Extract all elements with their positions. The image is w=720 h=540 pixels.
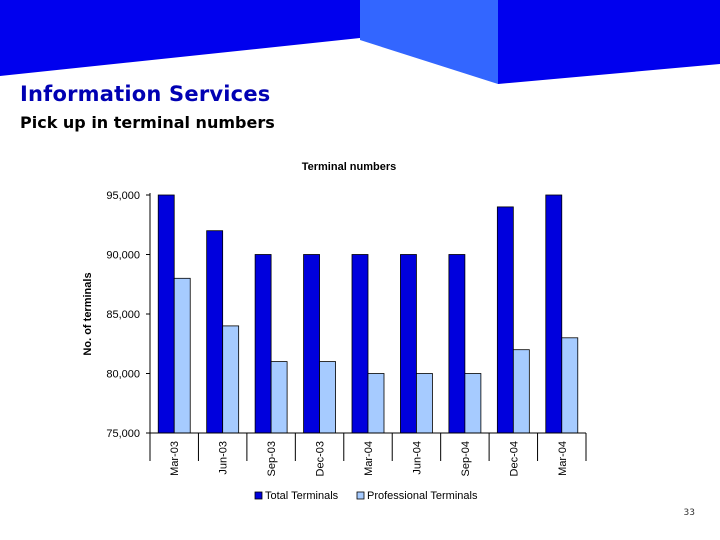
bar-total-terminals xyxy=(448,254,466,434)
bar-total-terminals xyxy=(254,254,272,434)
x-tick-label: Sep-04 xyxy=(460,441,472,476)
bar-professional-terminals xyxy=(319,361,336,434)
chart-legend: Total Terminals Professional Terminals xyxy=(254,490,478,502)
x-tick-label: Mar-04 xyxy=(557,441,569,476)
bar-total-terminals xyxy=(400,254,417,434)
bar-professional-terminals xyxy=(512,349,530,434)
y-tick-label: 80,000 xyxy=(106,369,140,381)
bar-total-terminals xyxy=(206,230,224,434)
legend-label-total-terminals: Total Terminals xyxy=(265,490,339,502)
x-tick-label: Jun-03 xyxy=(218,441,230,475)
bar-professional-terminals xyxy=(367,373,385,434)
header-banner xyxy=(0,0,720,84)
x-tick-label: Sep-03 xyxy=(266,441,278,476)
bar-professional-terminals xyxy=(222,325,240,434)
y-tick-label: 90,000 xyxy=(106,250,140,262)
y-axis: 75,000 80,000 85,000 90,000 95,000 xyxy=(106,190,151,440)
bar-total-terminals xyxy=(157,194,175,434)
bars xyxy=(157,194,579,434)
bar-total-terminals xyxy=(303,254,320,434)
bar-professional-terminals xyxy=(561,337,579,434)
page-number: 33 xyxy=(683,508,695,518)
bar-total-terminals xyxy=(545,194,563,434)
legend-swatch-professional-terminals xyxy=(356,491,365,500)
bar-professional-terminals xyxy=(416,373,433,434)
y-tick-label: 95,000 xyxy=(106,190,140,202)
bar-professional-terminals xyxy=(270,361,288,434)
banner-center-shape xyxy=(360,0,498,84)
banner-left-shape xyxy=(0,0,360,76)
page-title: Information Services xyxy=(20,82,271,106)
x-tick-label: Jun-04 xyxy=(411,441,423,475)
x-tick-label: Dec-04 xyxy=(508,441,520,476)
x-tick-label: Dec-03 xyxy=(315,441,327,476)
legend-label-professional-terminals: Professional Terminals xyxy=(367,490,478,502)
bar-total-terminals xyxy=(351,254,369,434)
page-subtitle: Pick up in terminal numbers xyxy=(20,113,275,132)
terminal-numbers-chart: Terminal numbers No. of terminals 75,000… xyxy=(82,161,587,502)
bar-professional-terminals xyxy=(173,277,191,434)
y-axis-label: No. of terminals xyxy=(82,272,94,355)
y-tick-label: 75,000 xyxy=(106,428,140,440)
legend-swatch-total-terminals xyxy=(254,491,263,500)
x-tick-label: Mar-03 xyxy=(169,441,181,476)
bar-total-terminals xyxy=(496,206,514,434)
chart-title: Terminal numbers xyxy=(302,161,397,173)
x-tick-label: Mar-04 xyxy=(363,441,375,476)
bar-professional-terminals xyxy=(464,373,482,434)
y-tick-label: 85,000 xyxy=(106,309,140,321)
banner-right-shape xyxy=(498,0,720,84)
x-axis: Mar-03 Jun-03 Sep-03 Dec-03 Mar-04 Jun-04 Sep-… xyxy=(149,432,587,476)
